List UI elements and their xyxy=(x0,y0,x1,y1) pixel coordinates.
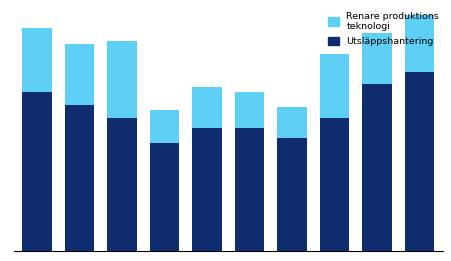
Bar xyxy=(149,110,179,143)
Bar xyxy=(319,118,349,251)
Bar xyxy=(234,92,264,128)
Bar xyxy=(64,105,94,251)
Bar xyxy=(107,41,137,118)
Bar xyxy=(361,85,391,251)
Bar xyxy=(107,118,137,251)
Bar xyxy=(22,92,52,251)
Bar xyxy=(192,87,221,128)
Legend: Renare produktions
teknologi, Utsläppshantering: Renare produktions teknologi, Utsläppsha… xyxy=(325,10,440,48)
Bar xyxy=(22,28,52,92)
Bar xyxy=(64,44,94,105)
Bar xyxy=(361,33,391,85)
Bar xyxy=(404,15,433,72)
Bar xyxy=(319,54,349,118)
Bar xyxy=(276,108,306,138)
Bar xyxy=(404,72,433,251)
Bar xyxy=(192,128,221,251)
Bar xyxy=(276,138,306,251)
Bar xyxy=(234,128,264,251)
Bar xyxy=(149,143,179,251)
